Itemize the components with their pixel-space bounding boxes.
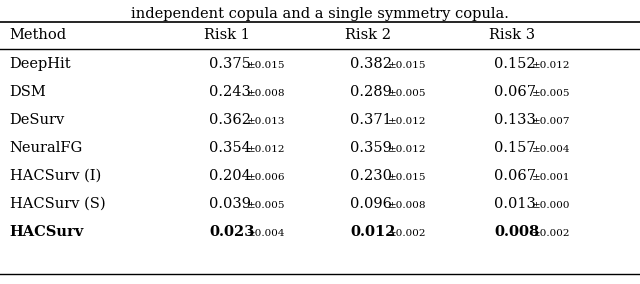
Text: 0.354: 0.354 [209,141,251,155]
Text: ±0.002: ±0.002 [388,229,426,237]
Text: ±0.005: ±0.005 [388,89,426,97]
Text: 0.023: 0.023 [209,225,255,239]
Text: 0.067: 0.067 [494,85,536,99]
Text: HACSurv: HACSurv [10,225,84,239]
Text: ±0.015: ±0.015 [388,172,426,181]
Text: 0.013: 0.013 [494,197,536,211]
Text: HACSurv (I): HACSurv (I) [10,169,101,183]
Text: 0.204: 0.204 [209,169,251,183]
Text: 0.382: 0.382 [350,57,392,71]
Text: ±0.013: ±0.013 [247,116,285,126]
Text: ±0.005: ±0.005 [247,201,285,210]
Text: ±0.012: ±0.012 [532,60,570,70]
Text: ±0.002: ±0.002 [532,229,570,237]
Text: 0.375: 0.375 [209,57,251,71]
Text: 0.008: 0.008 [494,225,539,239]
Text: independent copula and a single symmetry copula.: independent copula and a single symmetry… [131,7,509,21]
Text: 0.152: 0.152 [494,57,536,71]
Text: 0.096: 0.096 [350,197,392,211]
Text: 0.039: 0.039 [209,197,251,211]
Text: 0.012: 0.012 [350,225,396,239]
Text: Risk 2: Risk 2 [345,28,391,42]
Text: HACSurv (S): HACSurv (S) [10,197,105,211]
Text: ±0.004: ±0.004 [247,229,285,237]
Text: NeuralFG: NeuralFG [10,141,83,155]
Text: ±0.000: ±0.000 [532,201,570,210]
Text: 0.133: 0.133 [494,113,536,127]
Text: ±0.006: ±0.006 [247,172,285,181]
Text: ±0.005: ±0.005 [532,89,570,97]
Text: ±0.015: ±0.015 [247,60,285,70]
Text: ±0.004: ±0.004 [532,145,570,153]
Text: 0.243: 0.243 [209,85,251,99]
Text: 0.359: 0.359 [350,141,392,155]
Text: 0.157: 0.157 [494,141,536,155]
Text: DeSurv: DeSurv [10,113,65,127]
Text: ±0.008: ±0.008 [247,89,285,97]
Text: ±0.012: ±0.012 [388,116,426,126]
Text: Risk 1: Risk 1 [204,28,250,42]
Text: Method: Method [10,28,67,42]
Text: ±0.008: ±0.008 [388,201,426,210]
Text: DeepHit: DeepHit [10,57,71,71]
Text: ±0.012: ±0.012 [247,145,285,153]
Text: 0.371: 0.371 [350,113,392,127]
Text: 0.230: 0.230 [350,169,392,183]
Text: DSM: DSM [10,85,46,99]
Text: ±0.007: ±0.007 [532,116,570,126]
Text: 0.067: 0.067 [494,169,536,183]
Text: Risk 3: Risk 3 [489,28,535,42]
Text: ±0.015: ±0.015 [388,60,426,70]
Text: 0.289: 0.289 [350,85,392,99]
Text: ±0.012: ±0.012 [388,145,426,153]
Text: ±0.001: ±0.001 [532,172,570,181]
Text: 0.362: 0.362 [209,113,251,127]
